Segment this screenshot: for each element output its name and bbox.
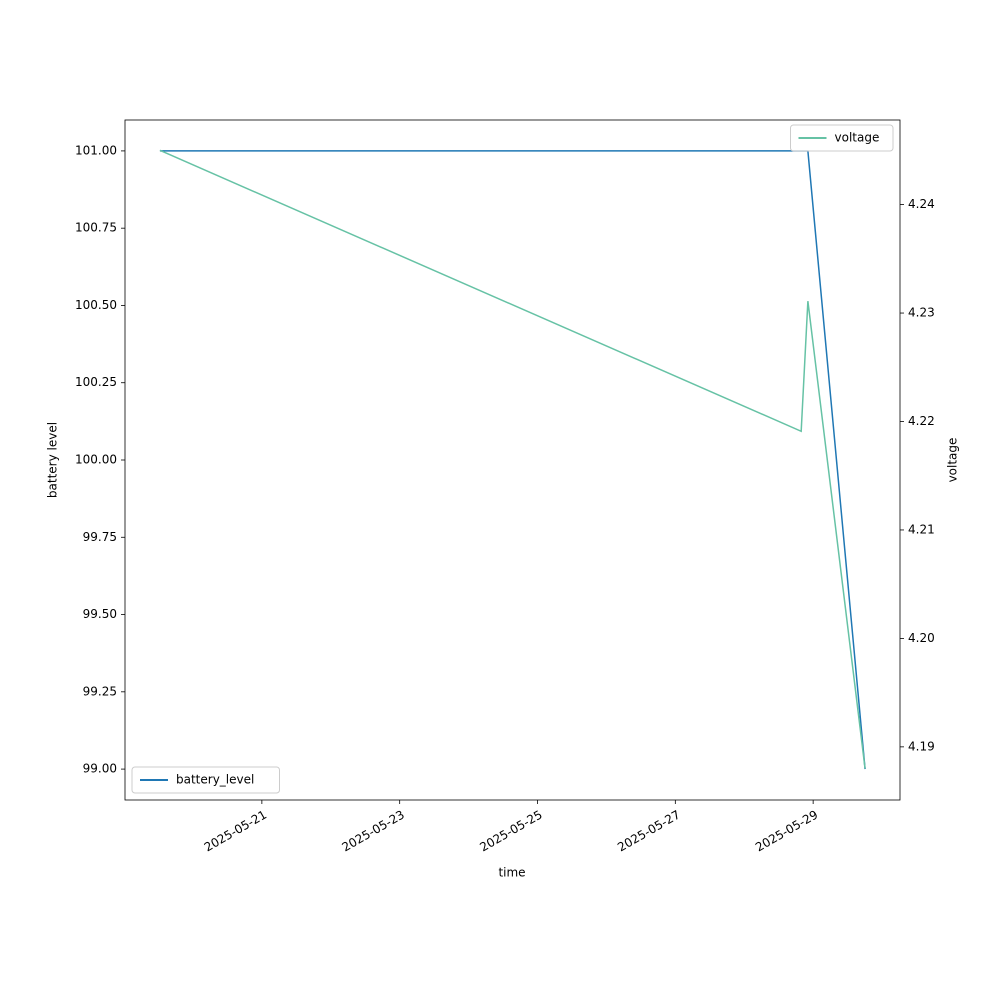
y-tick-label: 99.75	[83, 530, 117, 544]
y-tick-label: 99.50	[83, 607, 117, 621]
y-tick-label: 100.50	[75, 298, 117, 312]
plot-frame	[124, 119, 901, 801]
y-axis-label: battery level	[46, 422, 60, 498]
y-tick-label: 100.75	[75, 221, 117, 235]
x-tick-label: 2025-05-25	[477, 808, 544, 855]
y2-tick-label: 4.24	[908, 197, 935, 211]
y-tick-label: 100.25	[75, 375, 117, 389]
y-tick-label: 100.00	[75, 453, 117, 467]
legend-label: battery_level	[176, 773, 254, 787]
y2-tick-label: 4.20	[908, 631, 935, 645]
y-tick-label: 99.00	[83, 762, 117, 776]
y2-tick-label: 4.21	[908, 522, 935, 536]
y-tick-label: 101.00	[75, 143, 117, 157]
legend-box	[790, 124, 894, 152]
y2-tick-label: 4.23	[908, 306, 935, 320]
legend-box	[131, 766, 280, 794]
y2-tick-label: 4.19	[908, 739, 935, 753]
x-axis-label: time	[498, 866, 525, 880]
y-tick-label: 99.25	[83, 684, 117, 698]
x-tick-label: 2025-05-23	[340, 808, 407, 855]
x-tick-label: 2025-05-27	[615, 808, 682, 855]
y2-axis-label: voltage	[946, 438, 960, 483]
legend-label: voltage	[835, 131, 880, 145]
series-line	[159, 150, 866, 770]
series-line	[159, 149, 866, 769]
x-tick-label: 2025-05-29	[753, 808, 820, 855]
y2-tick-label: 4.22	[908, 414, 935, 428]
x-tick-label: 2025-05-21	[202, 808, 269, 855]
